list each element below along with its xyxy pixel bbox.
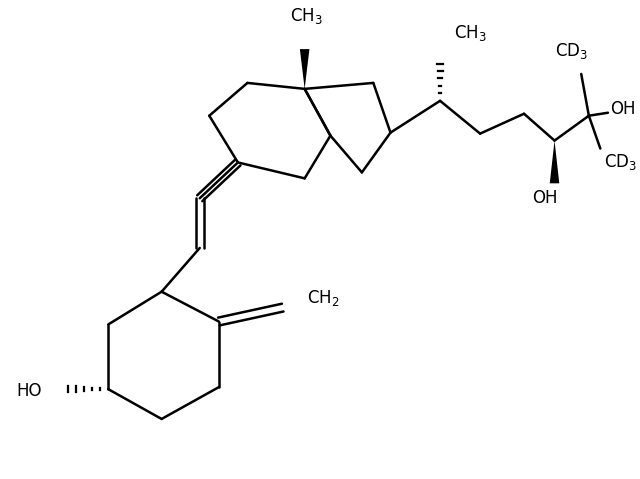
Text: CD$_3$: CD$_3$ — [604, 152, 637, 172]
Polygon shape — [300, 49, 309, 89]
Text: CH$_3$: CH$_3$ — [290, 6, 323, 26]
Text: OH: OH — [610, 100, 636, 118]
Text: CD$_3$: CD$_3$ — [555, 41, 588, 61]
Text: OH: OH — [532, 189, 557, 207]
Text: HO: HO — [16, 382, 42, 400]
Polygon shape — [550, 140, 559, 183]
Text: CH$_2$: CH$_2$ — [307, 288, 339, 308]
Text: CH$_3$: CH$_3$ — [454, 23, 487, 43]
